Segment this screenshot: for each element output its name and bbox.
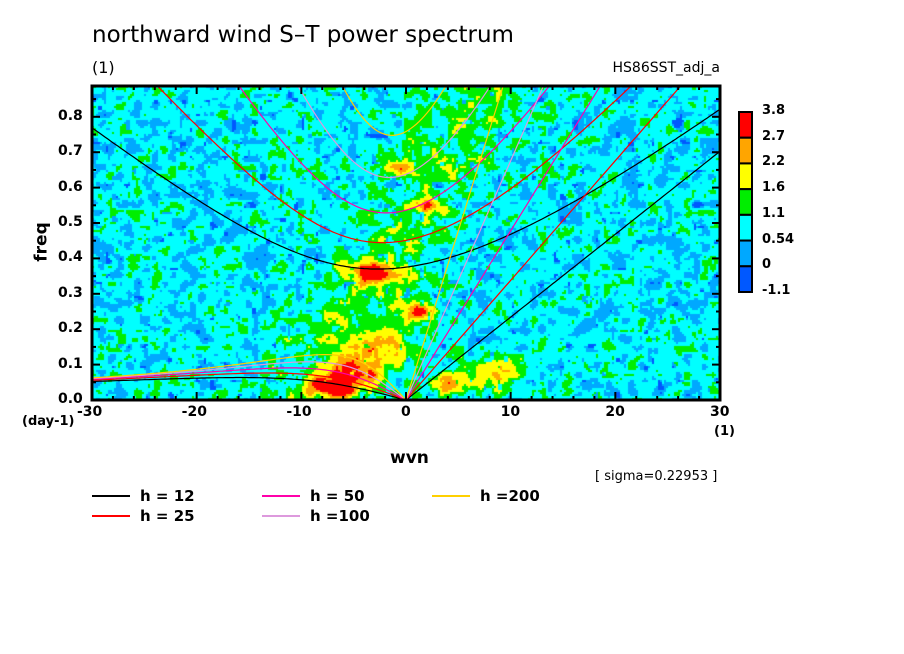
ig-curve-h100 bbox=[297, 86, 492, 179]
y-tick-label: 0.4 bbox=[58, 249, 83, 266]
rossby-curve-h50 bbox=[92, 367, 407, 400]
y-tick-label: 0.8 bbox=[58, 107, 83, 124]
ig-curve-h50 bbox=[238, 86, 551, 214]
sigma-text: [ sigma=0.22953 ] bbox=[595, 469, 718, 484]
colorbar-label: 2.7 bbox=[762, 128, 786, 144]
x-axis-label: wvn bbox=[390, 448, 429, 468]
colorbar-box bbox=[738, 162, 753, 191]
legend-swatch bbox=[262, 515, 300, 517]
legend-swatch bbox=[432, 495, 470, 497]
colorbar-label: -1.1 bbox=[762, 283, 791, 298]
legend-label: h = 12 bbox=[140, 487, 195, 505]
colorbar-label: 0.54 bbox=[762, 231, 795, 247]
colorbar-box bbox=[738, 265, 753, 293]
y-axis-label: freq bbox=[31, 222, 52, 262]
y-tick-label: 0.6 bbox=[58, 178, 83, 195]
legend-swatch bbox=[262, 495, 300, 497]
legend-item: h =100 bbox=[262, 507, 370, 525]
x-tick-label: -10 bbox=[286, 404, 312, 420]
x-tick-label: 20 bbox=[605, 404, 625, 420]
legend-label: h =100 bbox=[310, 507, 370, 525]
colorbar-box bbox=[738, 136, 753, 165]
colorbar-label: 3.8 bbox=[762, 103, 786, 118]
run-name: HS86SST_adj_a bbox=[612, 60, 721, 76]
kelvin-curve-h100 bbox=[405, 86, 545, 400]
colorbar-label: 2.2 bbox=[762, 154, 786, 170]
rossby-curve-h25 bbox=[92, 372, 407, 400]
ig-curve-h12 bbox=[92, 108, 720, 270]
y-tick-label: 0.7 bbox=[58, 143, 83, 160]
y-tick-label: 0.1 bbox=[58, 355, 83, 372]
legend-item: h = 25 bbox=[92, 507, 195, 525]
legend-item: h = 50 bbox=[262, 487, 365, 505]
colorbar-box bbox=[738, 111, 753, 139]
colorbar-label: 1.6 bbox=[762, 180, 786, 196]
legend-item: h =200 bbox=[432, 487, 540, 505]
x-tick-label: -30 bbox=[77, 404, 103, 420]
x-tick-label: 0 bbox=[401, 404, 411, 420]
y-tick-label: 0.2 bbox=[58, 320, 83, 337]
x-tick-label: 10 bbox=[500, 404, 521, 420]
rossby-curve-h200 bbox=[92, 354, 407, 400]
colorbar-label: 1.1 bbox=[762, 205, 786, 221]
y-tick-label: 0.3 bbox=[58, 284, 83, 301]
y-tick-label: 0.5 bbox=[58, 213, 83, 230]
y-tick-label: 0.0 bbox=[58, 391, 83, 407]
colorbar-box bbox=[738, 213, 753, 242]
legend-item: h = 12 bbox=[92, 487, 195, 505]
colorbar-box bbox=[738, 188, 753, 216]
legend-swatch bbox=[92, 515, 130, 517]
legend-label: h = 25 bbox=[140, 507, 195, 525]
x-tick-label: -20 bbox=[181, 404, 207, 420]
ig-curve-h25 bbox=[156, 86, 632, 244]
x-axis-unit: (1) bbox=[714, 424, 735, 439]
y-axis-unit: (day-1) bbox=[22, 414, 75, 429]
power-spectrum-field bbox=[92, 86, 720, 400]
plot-frame bbox=[90, 84, 722, 402]
legend-swatch bbox=[92, 495, 130, 497]
rossby-curve-h100 bbox=[92, 361, 407, 400]
legend-label: h =200 bbox=[480, 487, 540, 505]
colorbar-label: 0 bbox=[762, 257, 772, 273]
colorbar-box bbox=[738, 239, 753, 268]
rossby-curve-h12 bbox=[92, 376, 407, 400]
kelvin-curve-h50 bbox=[405, 86, 601, 400]
kelvin-curve-h200 bbox=[405, 86, 504, 400]
legend-label: h = 50 bbox=[310, 487, 365, 505]
kelvin-curve-h12 bbox=[405, 150, 720, 400]
chart-subtitle: (1) bbox=[92, 58, 115, 77]
x-tick-label: 30 bbox=[710, 404, 730, 420]
ig-curve-h200 bbox=[341, 86, 447, 137]
chart-title: northward wind S–T power spectrum bbox=[92, 22, 514, 48]
kelvin-curve-h25 bbox=[405, 86, 682, 400]
